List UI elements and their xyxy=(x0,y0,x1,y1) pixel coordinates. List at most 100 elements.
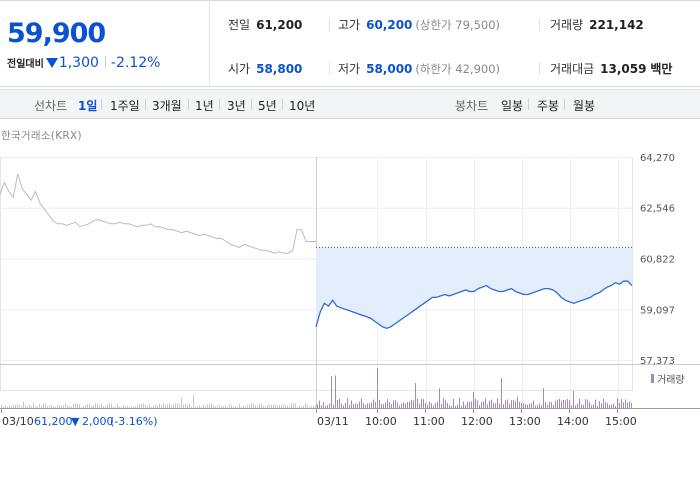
volume-bar xyxy=(419,403,420,408)
y-tick-label: 60,822 xyxy=(640,254,675,265)
volume-bar xyxy=(319,400,320,408)
volume-bar xyxy=(157,405,158,408)
tab-monthly[interactable]: 월봉 xyxy=(573,99,596,113)
tab-3m[interactable]: 3개월 xyxy=(152,99,182,113)
volume-bar xyxy=(335,375,336,408)
volume-bar xyxy=(317,404,318,408)
volume-bar xyxy=(509,403,510,408)
tab-10y[interactable]: 10년 xyxy=(289,99,316,113)
volume-bar xyxy=(445,400,446,408)
volume-bar xyxy=(167,404,168,408)
volume-bar xyxy=(287,405,288,408)
divider xyxy=(282,99,283,110)
volume-bar xyxy=(247,405,248,408)
volume-bar xyxy=(423,399,424,408)
tab-1y[interactable]: 1년 xyxy=(195,99,214,113)
line-chart-label: 선차트 xyxy=(34,99,68,113)
volume-bar xyxy=(563,400,564,408)
stat-low: 저가 58,000 (하한가 42,900) xyxy=(338,60,500,77)
tab-3y[interactable]: 3년 xyxy=(227,99,246,113)
volume-bar xyxy=(253,403,254,408)
volume-bar xyxy=(581,404,582,408)
volume-bar xyxy=(97,403,98,408)
volume-bar xyxy=(251,403,252,408)
volume-bar xyxy=(595,399,596,408)
volume-bar xyxy=(27,406,28,408)
volume-bar xyxy=(219,404,220,408)
volume-bar xyxy=(305,403,306,408)
volume-bar xyxy=(465,405,466,408)
divider xyxy=(539,62,540,75)
volume-bar xyxy=(115,406,116,408)
volume-bar xyxy=(571,405,572,408)
stat-value: 58,800 xyxy=(256,62,303,76)
volume-bar xyxy=(397,402,398,408)
volume-bar xyxy=(179,403,180,408)
stat-value: 61,200 xyxy=(256,18,303,32)
volume-bar xyxy=(531,403,532,408)
volume-bar xyxy=(381,404,382,408)
volume-bar xyxy=(503,404,504,408)
volume-bar xyxy=(245,406,246,408)
down-arrow-icon: ▼ xyxy=(71,415,80,428)
volume-bar xyxy=(95,403,96,408)
volume-bar xyxy=(529,403,530,408)
volume-bar xyxy=(425,402,426,408)
stat-volume: 거래량 221,142 xyxy=(550,16,644,33)
tab-1w[interactable]: 1주일 xyxy=(110,99,140,113)
volume-bar xyxy=(363,403,364,408)
volume-bar xyxy=(527,404,528,408)
volume-bar xyxy=(267,404,268,408)
tab-5y[interactable]: 5년 xyxy=(258,99,277,113)
volume-bar xyxy=(249,404,250,408)
stat-label: 거래대금 xyxy=(550,62,595,76)
volume-bar xyxy=(85,405,86,408)
volume-bar xyxy=(9,404,10,408)
stat-trade-amount: 거래대금 13,059 백만 xyxy=(550,60,672,77)
volume-bar xyxy=(15,405,16,408)
volume-bar xyxy=(301,406,302,408)
stat-value: 13,059 xyxy=(600,62,647,76)
stat-open: 시가 58,800 xyxy=(228,60,302,77)
volume-bar xyxy=(19,404,20,408)
volume-bar xyxy=(351,400,352,408)
volume-bar xyxy=(593,404,594,408)
volume-bar xyxy=(547,404,548,408)
prev-day-rate: (-3.16%) xyxy=(110,415,158,428)
x-tick-label: 03/11 xyxy=(317,415,349,428)
tab-weekly[interactable]: 주봉 xyxy=(537,99,560,113)
volume-bar xyxy=(377,368,378,408)
volume-bar xyxy=(565,400,566,408)
tab-daily[interactable]: 일봉 xyxy=(501,99,524,113)
volume-bar xyxy=(29,404,30,408)
volume-bar xyxy=(433,405,434,408)
volume-bar xyxy=(313,405,314,408)
volume-bar xyxy=(79,404,80,408)
volume-bar xyxy=(237,406,238,408)
volume-bar xyxy=(403,402,404,408)
volume-bar xyxy=(481,402,482,408)
change-label: 전일대비 xyxy=(7,59,44,70)
volume-bar xyxy=(173,404,174,408)
volume-bar xyxy=(89,403,90,408)
divider xyxy=(528,99,529,110)
volume-bar xyxy=(341,403,342,408)
volume-bar xyxy=(225,405,226,408)
volume-bar xyxy=(151,406,152,408)
volume-bar xyxy=(55,406,56,408)
volume-bar xyxy=(45,403,46,408)
tab-1d[interactable]: 1일 xyxy=(78,99,98,113)
volume-bar xyxy=(41,405,42,408)
volume-bar xyxy=(385,402,386,408)
divider xyxy=(188,99,189,110)
volume-bar xyxy=(393,400,394,408)
volume-bar xyxy=(31,405,32,408)
volume-bar xyxy=(121,406,122,408)
volume-bar xyxy=(283,404,284,408)
volume-bar xyxy=(549,401,550,408)
volume-bar xyxy=(83,405,84,408)
divider xyxy=(145,99,146,110)
volume-bar xyxy=(73,403,74,408)
volume-bar xyxy=(485,398,486,408)
volume-bar xyxy=(175,403,176,408)
